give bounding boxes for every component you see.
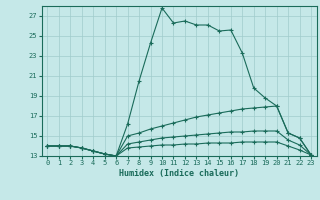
X-axis label: Humidex (Indice chaleur): Humidex (Indice chaleur) [119,169,239,178]
